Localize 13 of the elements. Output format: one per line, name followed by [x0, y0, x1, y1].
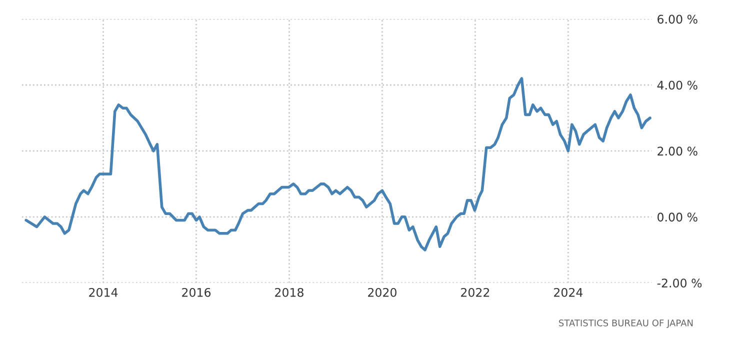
x-tick-label: 2024	[554, 288, 583, 297]
x-tick-label: 2014	[89, 288, 118, 297]
text: STATISTICS BUREAU OF JAPAN	[559, 320, 693, 328]
x-tick-label: 2020	[368, 288, 396, 297]
x-tick-label: 2018	[275, 288, 304, 297]
y-tick-label: 0.00 %	[658, 212, 698, 222]
y-tick-label: 6.00 %	[658, 14, 698, 24]
y-tick-label: -2.00 %	[657, 278, 702, 288]
y-tick-label: 2.00 %	[658, 146, 698, 156]
y-tick-label: 4.00 %	[657, 80, 698, 90]
x-tick-label: 2016	[182, 288, 211, 297]
line-series	[24, 77, 652, 252]
x-tick-label: 2022	[461, 288, 490, 297]
